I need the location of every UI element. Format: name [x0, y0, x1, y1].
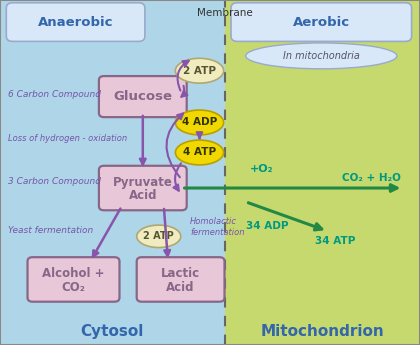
Text: 2 ATP: 2 ATP: [143, 231, 174, 241]
Text: +O₂: +O₂: [250, 164, 273, 174]
Text: Pyruvate: Pyruvate: [113, 176, 173, 189]
Text: Membrane: Membrane: [197, 8, 252, 18]
Text: Yeast fermentation: Yeast fermentation: [8, 226, 94, 235]
Text: Loss of hydrogen - oxidation: Loss of hydrogen - oxidation: [8, 134, 128, 144]
Bar: [0, 0, 225, 345]
Text: Alcohol +: Alcohol +: [42, 267, 105, 280]
Text: Anaerobic: Anaerobic: [38, 16, 113, 29]
Text: 4 ATP: 4 ATP: [183, 148, 216, 157]
FancyBboxPatch shape: [137, 257, 224, 302]
Text: 3 Carbon Compound: 3 Carbon Compound: [8, 177, 101, 186]
Text: 4 ADP: 4 ADP: [182, 118, 217, 127]
Text: Cytosol: Cytosol: [81, 324, 144, 339]
Text: Aerobic: Aerobic: [293, 16, 350, 29]
FancyBboxPatch shape: [99, 76, 187, 117]
Ellipse shape: [176, 140, 224, 165]
Text: In mitochondria: In mitochondria: [283, 51, 360, 61]
Text: 34 ADP: 34 ADP: [246, 221, 288, 231]
FancyBboxPatch shape: [27, 257, 120, 302]
Text: Mitochondrion: Mitochondrion: [260, 324, 384, 339]
Ellipse shape: [176, 110, 224, 135]
Ellipse shape: [246, 43, 397, 69]
Bar: [225, 0, 420, 345]
Ellipse shape: [136, 225, 181, 248]
Text: Glucose: Glucose: [113, 90, 172, 103]
Text: 6 Carbon Compound: 6 Carbon Compound: [8, 90, 101, 99]
Text: Acid: Acid: [166, 280, 195, 294]
Text: Homolactic
fermentation: Homolactic fermentation: [190, 217, 244, 237]
FancyBboxPatch shape: [99, 166, 187, 210]
Text: 34 ATP: 34 ATP: [315, 237, 355, 246]
Text: CO₂: CO₂: [62, 280, 85, 294]
Text: Lactic: Lactic: [161, 267, 200, 280]
Text: Acid: Acid: [129, 189, 157, 202]
FancyBboxPatch shape: [6, 3, 145, 41]
Text: CO₂ + H₂O: CO₂ + H₂O: [342, 173, 401, 183]
FancyBboxPatch shape: [231, 3, 412, 41]
Ellipse shape: [176, 58, 224, 83]
Text: 2 ATP: 2 ATP: [183, 66, 216, 76]
